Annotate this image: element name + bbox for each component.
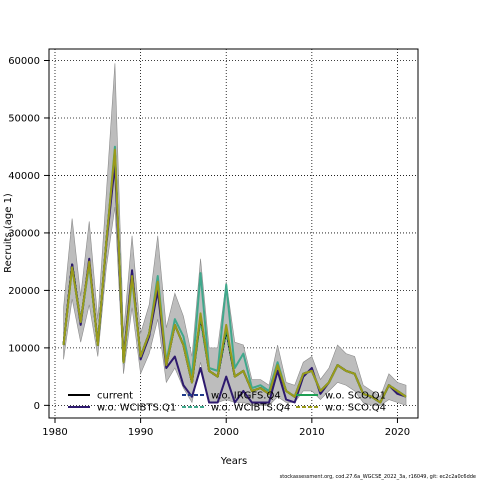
y-axis: 0 10000 20000 30000 40000 50000 60000	[8, 56, 49, 412]
x-axis-title: Years	[220, 456, 247, 467]
legend-label-5: w.o. SCO.Q4	[325, 403, 386, 414]
y-axis-title: Recruits (age 1)	[3, 193, 14, 273]
x-tick-label: 2010	[299, 427, 324, 438]
legend-label-2: w.o. IRGFS.Q4	[211, 391, 281, 402]
x-tick-label: 2000	[213, 427, 238, 438]
confidence-band	[63, 63, 407, 406]
x-tick-label: 1990	[128, 427, 153, 438]
x-axis: 1980 1990 2000 2010 2020	[42, 418, 410, 438]
y-tick-label: 60000	[8, 56, 40, 67]
y-tick-label: 20000	[8, 286, 40, 297]
y-tick-label: 30000	[8, 228, 40, 239]
legend-label-4: w.o. SCO.Q1	[325, 391, 386, 402]
x-tick-label: 1980	[42, 427, 67, 438]
series-line-6	[62, 148, 407, 404]
y-tick-label: 10000	[8, 343, 40, 354]
series-lines	[62, 145, 407, 404]
legend-label-1: w.o. WCIBTS.Q1	[97, 403, 176, 414]
ci-band	[63, 63, 407, 406]
plot-frame	[48, 48, 419, 419]
legend-label-0: current	[97, 391, 133, 402]
x-tick-label: 2020	[385, 427, 410, 438]
y-tick-label: 40000	[8, 171, 40, 182]
y-tick-label: 0	[34, 401, 40, 412]
y-tick-label: 50000	[8, 113, 40, 124]
footer-note: stockassessment.org, cod.27.6a_WGCSE_202…	[280, 474, 476, 480]
legend-label-3: w.o. WCIBTS.Q4	[211, 403, 290, 414]
